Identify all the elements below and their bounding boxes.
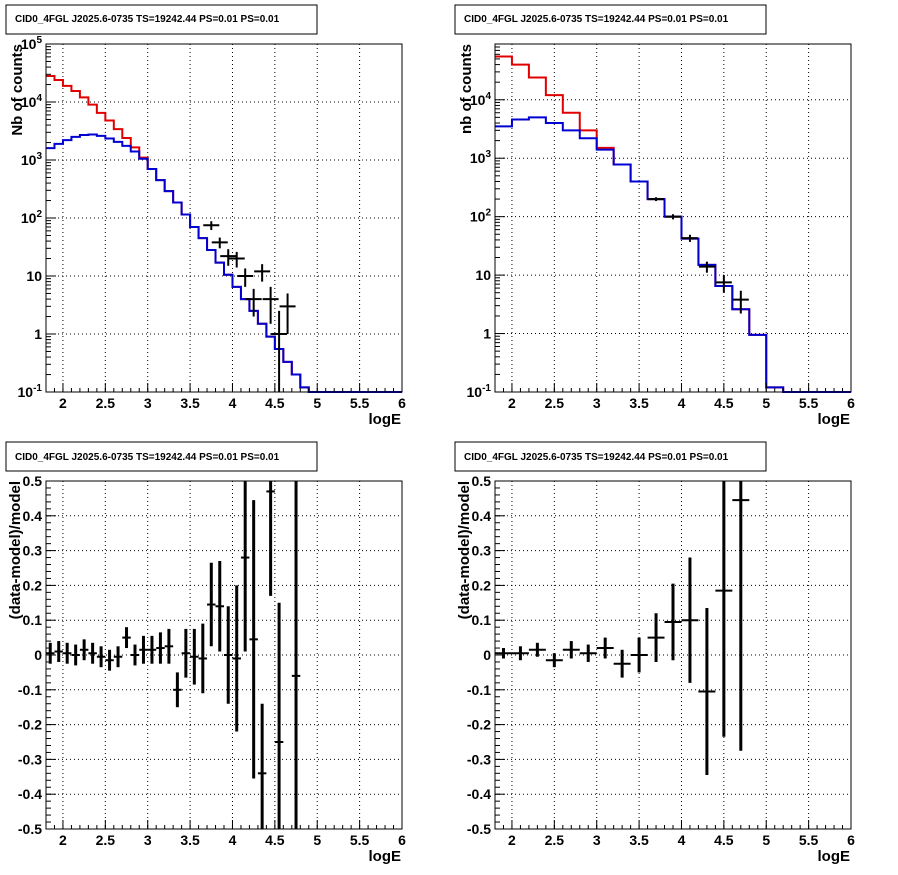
x-tick-label: 4.5	[265, 395, 285, 411]
y-tick-label: -0.1	[467, 682, 491, 698]
x-tick-label: 5.5	[799, 832, 819, 848]
x-tick-label: 6	[398, 395, 406, 411]
x-tick-label: 2	[508, 395, 516, 411]
x-tick-label: 2.5	[96, 832, 116, 848]
x-tick-label: 4.5	[714, 832, 734, 848]
x-tick-label: 5.5	[350, 395, 370, 411]
x-tick-label: 3.5	[180, 832, 200, 848]
y-tick-label: -0.2	[467, 717, 491, 733]
x-tick-label: 3.5	[629, 395, 649, 411]
panel-top-right-counts: CID0_4FGL J2025.6-0735 TS=19242.44 PS=0.…	[454, 4, 855, 428]
panel-bottom-left-residuals: CID0_4FGL J2025.6-0735 TS=19242.44 PS=0.…	[5, 441, 406, 865]
y-tick-label: 0.2	[472, 577, 492, 593]
y-tick-label: 0.2	[23, 577, 43, 593]
y-tick-label: -0.1	[18, 682, 42, 698]
x-tick-label: 5.5	[799, 395, 819, 411]
x-tick-label: 2.5	[545, 395, 565, 411]
y-tick-label: -0.5	[467, 821, 491, 837]
y-tick-label: -0.3	[18, 751, 42, 767]
x-tick-label: 5	[313, 395, 321, 411]
title-box	[454, 4, 767, 35]
y-axis-label: (data-model)/model	[456, 481, 473, 619]
y-tick-label: 10-1	[467, 383, 492, 400]
chart-title: CID0_4FGL J2025.6-0735 TS=19242.44 PS=0.…	[15, 14, 280, 25]
y-tick-label: 0.4	[23, 508, 43, 524]
x-tick-label: 4	[678, 395, 686, 411]
y-tick-label: -0.4	[18, 786, 42, 802]
x-axis-label: logE	[369, 411, 402, 428]
x-tick-label: 2	[508, 832, 516, 848]
y-tick-label: 105	[21, 35, 43, 52]
chart-title: CID0_4FGL J2025.6-0735 TS=19242.44 PS=0.…	[464, 452, 729, 463]
x-tick-label: 4.5	[265, 832, 285, 848]
y-tick-label: -0.3	[467, 751, 491, 767]
x-tick-label: 4	[229, 395, 237, 411]
y-tick-label: 0.5	[23, 473, 43, 489]
panel-top-left-counts: CID0_4FGL J2025.6-0735 TS=19242.44 PS=0.…	[5, 4, 406, 428]
y-tick-label: 10	[26, 268, 42, 284]
y-axis-label: nb of counts	[458, 44, 475, 134]
x-tick-label: 6	[847, 832, 855, 848]
y-tick-label: 0.1	[23, 612, 43, 628]
model-series-line	[495, 116, 851, 393]
y-tick-label: 0	[34, 647, 42, 663]
title-box	[454, 441, 767, 472]
x-axis-label: logE	[818, 848, 851, 865]
x-tick-label: 4	[678, 832, 686, 848]
x-tick-label: 2.5	[545, 832, 565, 848]
y-axis-label: Nb of counts	[9, 44, 26, 136]
chart-title: CID0_4FGL J2025.6-0735 TS=19242.44 PS=0.…	[15, 452, 280, 463]
y-tick-label: 104	[470, 91, 492, 108]
chart-title: CID0_4FGL J2025.6-0735 TS=19242.44 PS=0.…	[464, 14, 729, 25]
x-tick-label: 3.5	[629, 832, 649, 848]
x-tick-label: 3.5	[180, 395, 200, 411]
x-tick-label: 2	[59, 395, 67, 411]
y-tick-label: 1	[34, 326, 42, 342]
title-box	[5, 4, 318, 35]
x-tick-label: 6	[398, 832, 406, 848]
x-tick-label: 2	[59, 832, 67, 848]
y-tick-label: -0.4	[467, 786, 491, 802]
x-tick-label: 5	[313, 832, 321, 848]
y-tick-label: 103	[21, 151, 43, 168]
y-tick-label: 0.3	[23, 543, 43, 559]
x-axis-label: logE	[369, 848, 402, 865]
title-box	[5, 441, 318, 472]
y-tick-label: -0.2	[18, 717, 42, 733]
x-tick-label: 3	[593, 832, 601, 848]
y-tick-label: 10-1	[18, 383, 43, 400]
y-tick-label: 104	[21, 93, 43, 110]
x-tick-label: 3	[144, 832, 152, 848]
y-tick-label: 0.4	[472, 508, 492, 524]
x-tick-label: 4.5	[714, 395, 734, 411]
x-tick-label: 5.5	[350, 832, 370, 848]
y-tick-label: 102	[470, 208, 492, 225]
panel-bottom-right-residuals: CID0_4FGL J2025.6-0735 TS=19242.44 PS=0.…	[454, 441, 855, 865]
x-axis-label: logE	[818, 411, 851, 428]
x-tick-label: 5	[762, 395, 770, 411]
plot-frame	[45, 43, 403, 393]
y-tick-label: 0.1	[472, 612, 492, 628]
x-tick-label: 3	[144, 395, 152, 411]
y-tick-label: 0.3	[472, 543, 492, 559]
x-tick-label: 6	[847, 395, 855, 411]
y-axis-label: (data-model)/model	[7, 481, 24, 619]
y-tick-label: 0	[483, 647, 491, 663]
x-tick-label: 4	[229, 832, 237, 848]
y-tick-label: 1	[483, 326, 491, 342]
model-series-line	[46, 75, 402, 393]
y-tick-label: 0.5	[472, 473, 492, 489]
model-series-line	[495, 55, 851, 393]
x-tick-label: 5	[762, 832, 770, 848]
y-tick-label: -0.5	[18, 821, 42, 837]
y-tick-label: 103	[470, 149, 492, 166]
x-tick-label: 2.5	[96, 395, 116, 411]
y-tick-label: 10	[475, 267, 491, 283]
x-tick-label: 3	[593, 395, 601, 411]
model-series-line	[46, 133, 402, 393]
y-tick-label: 102	[21, 209, 43, 226]
